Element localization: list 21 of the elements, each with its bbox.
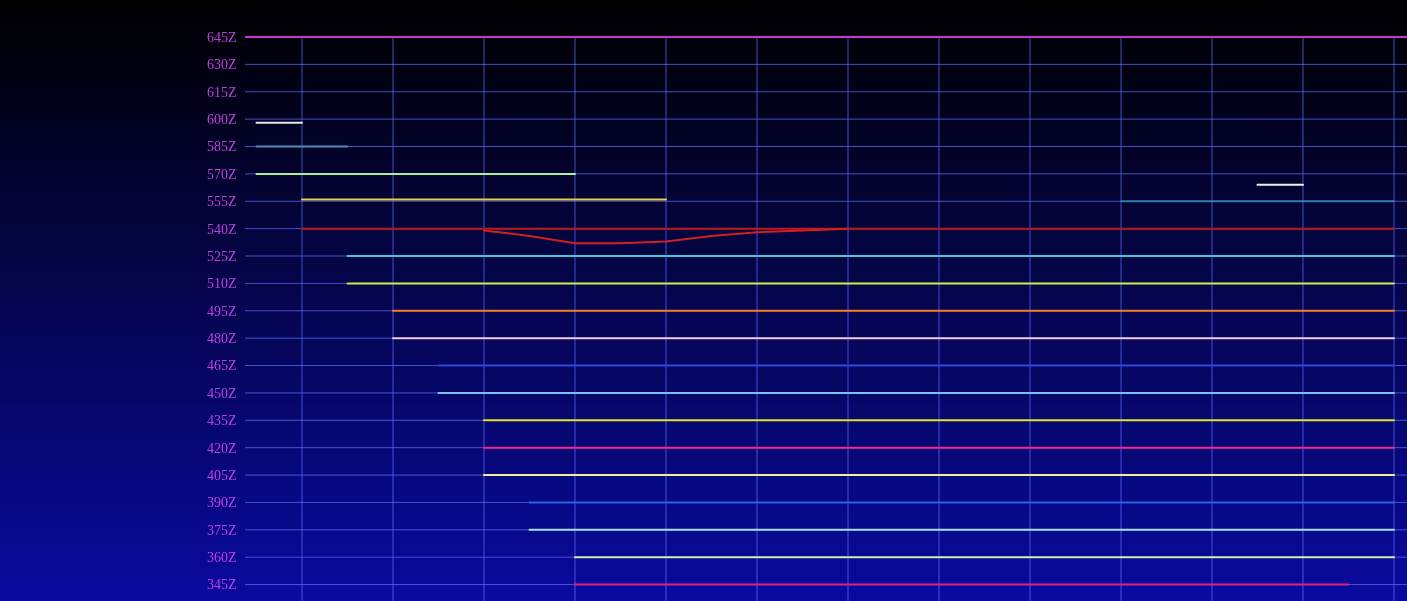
y-tick-label: 405Z (207, 467, 237, 483)
y-tick-label: 570Z (207, 166, 237, 182)
y-tick-label: 555Z (207, 194, 237, 210)
y-tick-label: 435Z (207, 413, 237, 429)
y-tick-label: 510Z (207, 276, 237, 292)
y-tick-label: 525Z (207, 248, 237, 264)
y-tick-label: 390Z (207, 495, 237, 511)
y-tick-label: 480Z (207, 331, 237, 347)
y-tick-label: 495Z (207, 303, 237, 319)
y-tick-label: 375Z (207, 522, 237, 538)
y-tick-label: 645Z (207, 29, 237, 45)
y-tick-label: 345Z (207, 577, 237, 593)
y-tick-label: 420Z (207, 440, 237, 456)
y-tick-label: 360Z (207, 550, 237, 566)
y-tick-label: 450Z (207, 385, 237, 401)
y-tick-label: 615Z (207, 84, 237, 100)
y-tick-label: 585Z (207, 139, 237, 155)
y-tick-label: 540Z (207, 221, 237, 237)
y-tick-label: 600Z (207, 112, 237, 128)
y-tick-label: 465Z (207, 358, 237, 374)
y-tick-label: 630Z (207, 57, 237, 73)
